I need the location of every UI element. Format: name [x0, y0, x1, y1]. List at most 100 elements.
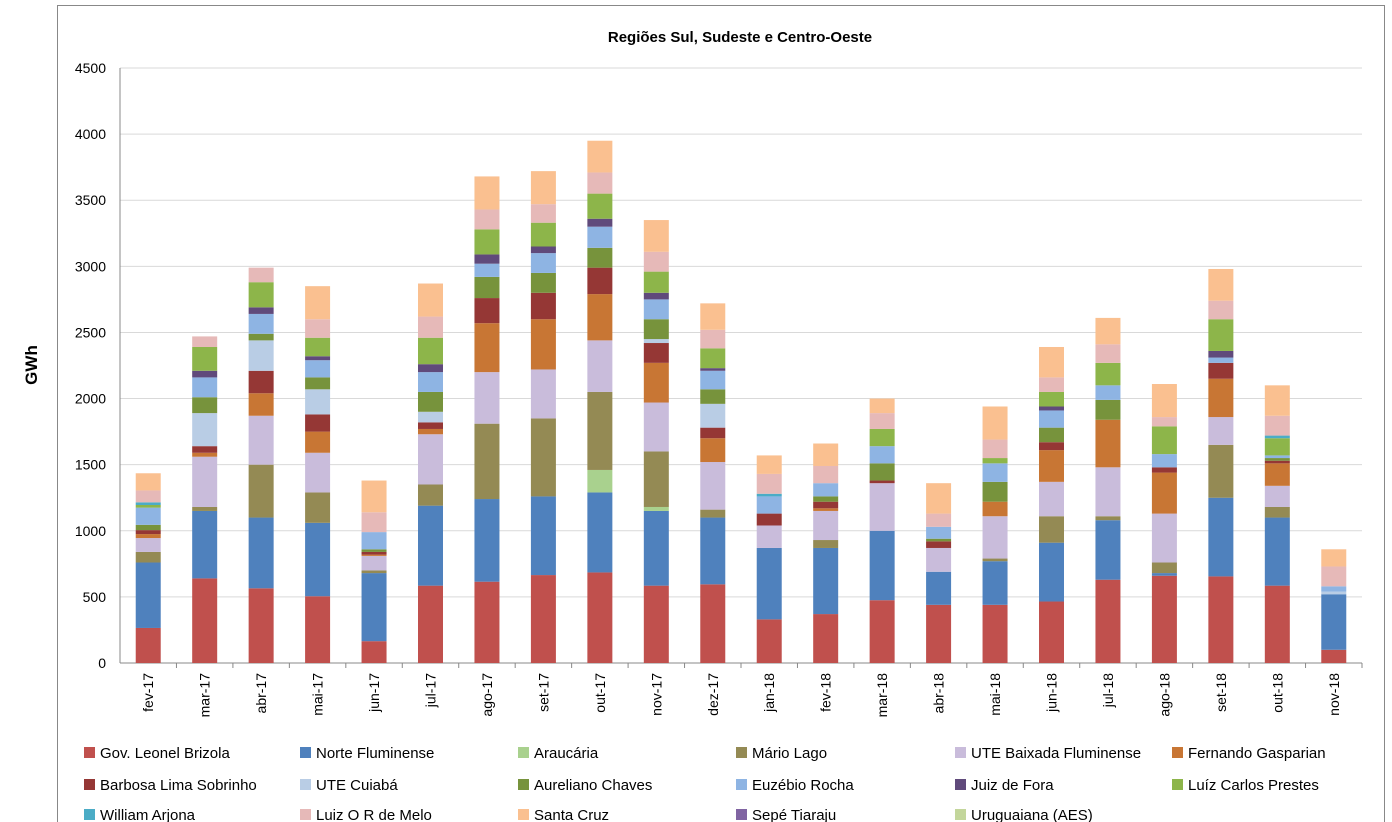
bar-segment	[361, 573, 387, 642]
bar-segment	[305, 389, 331, 415]
bar-segment	[474, 323, 500, 373]
bar-segment	[926, 541, 952, 548]
bar-segment	[982, 439, 1008, 459]
bar-segment	[248, 307, 274, 314]
bar-segment	[530, 204, 556, 223]
bar-segment	[418, 337, 443, 365]
bar-segment	[756, 619, 782, 663]
bar-segment	[248, 370, 274, 394]
bar-segment	[135, 534, 161, 539]
bar-segment	[1039, 377, 1064, 392]
bar-segment	[1151, 513, 1177, 563]
legend-label: Aureliano Chaves	[534, 777, 652, 794]
x-tick-label: jun-17	[366, 673, 382, 713]
bar-segment	[530, 418, 556, 497]
bar-segment	[587, 572, 613, 663]
bar-segment	[135, 502, 161, 505]
bar-segment	[813, 540, 839, 548]
bar-segment	[135, 530, 161, 535]
bar-segment	[248, 588, 274, 663]
y-tick-label: 1000	[75, 523, 106, 539]
bar-segment	[1151, 384, 1177, 418]
bar-segment	[756, 455, 782, 474]
x-tick-label: set-18	[1213, 673, 1229, 712]
legend-swatch	[84, 747, 95, 758]
bar-segment	[587, 247, 613, 268]
bar-segment	[869, 600, 895, 663]
bar-segment	[643, 510, 669, 586]
legend-swatch	[1172, 747, 1183, 758]
bar-segment	[756, 473, 782, 494]
bar-segment	[305, 452, 331, 493]
bar-segment	[926, 526, 952, 539]
bar-segment	[587, 267, 613, 295]
bar-segment	[813, 508, 839, 511]
bar-segment	[248, 282, 274, 308]
bar-segment	[982, 463, 1008, 482]
bar-segment	[982, 558, 1008, 562]
bar-segment	[587, 172, 613, 194]
bar-segment	[1264, 585, 1290, 663]
bar-segment	[418, 411, 443, 423]
bar-segment	[135, 490, 161, 503]
x-tick-label: ago-17	[479, 673, 495, 717]
bar-segment	[1095, 419, 1121, 468]
bar-segment	[361, 641, 387, 663]
bar-segment	[1039, 542, 1064, 602]
legend-label: UTE Baixada Fluminense	[971, 745, 1141, 762]
bar-segment	[192, 397, 218, 414]
bar-segment	[756, 525, 782, 548]
bar-segment	[305, 492, 331, 523]
bar-segment	[813, 501, 839, 509]
bar-segment	[643, 585, 669, 663]
x-tick-label: jun-18	[1044, 673, 1060, 713]
bar-segment	[643, 220, 669, 252]
bar-segment	[1321, 591, 1347, 595]
y-tick-label: 2500	[75, 324, 106, 340]
x-tick-label: dez-17	[705, 673, 721, 716]
bar-segment	[361, 554, 387, 556]
bar-segment	[1208, 497, 1234, 577]
bar-segment	[1264, 460, 1290, 464]
bar-segment	[1264, 485, 1290, 507]
bar-segment	[474, 254, 500, 264]
bar-segment	[813, 483, 839, 497]
bar-segment	[982, 406, 1008, 440]
bar-segment	[305, 360, 331, 378]
bar-segment	[135, 562, 161, 628]
bar-segment	[418, 316, 443, 338]
bar-segment	[643, 271, 669, 293]
legend-label: Mário Lago	[752, 745, 827, 762]
y-tick-label: 3500	[75, 192, 106, 208]
bar-segment	[1264, 463, 1290, 486]
y-tick-label: 4000	[75, 126, 106, 142]
x-tick-label: mar-17	[197, 673, 213, 718]
bar-segment	[192, 377, 218, 398]
bar-segment	[530, 369, 556, 419]
bar-segment	[700, 329, 726, 349]
bar-segment	[361, 480, 387, 513]
bar-segment	[248, 340, 274, 371]
legend-label: Luíz Carlos Prestes	[1188, 777, 1319, 794]
bar-segment	[418, 505, 443, 586]
bar-segment	[135, 524, 161, 531]
bar-segment	[1321, 586, 1347, 592]
bar-segment	[1039, 346, 1064, 378]
y-tick-label: 0	[98, 655, 106, 671]
bar-segment	[982, 561, 1008, 605]
bar-segment	[474, 276, 500, 299]
bar-segment	[418, 428, 443, 435]
legend-label: Santa Cruz	[534, 807, 609, 822]
x-tick-label: nov-18	[1326, 673, 1342, 716]
bar-segment	[1039, 406, 1064, 411]
bar-segment	[926, 604, 952, 663]
bar-segment	[1095, 516, 1121, 521]
bar-segment	[643, 506, 669, 511]
bar-segment	[305, 431, 331, 453]
bar-segment	[361, 570, 387, 574]
bar-segment	[1208, 576, 1234, 663]
bar-segment	[1208, 362, 1234, 379]
bar-segment	[643, 251, 669, 272]
bar-segment	[587, 469, 613, 493]
legend-swatch	[84, 809, 95, 820]
